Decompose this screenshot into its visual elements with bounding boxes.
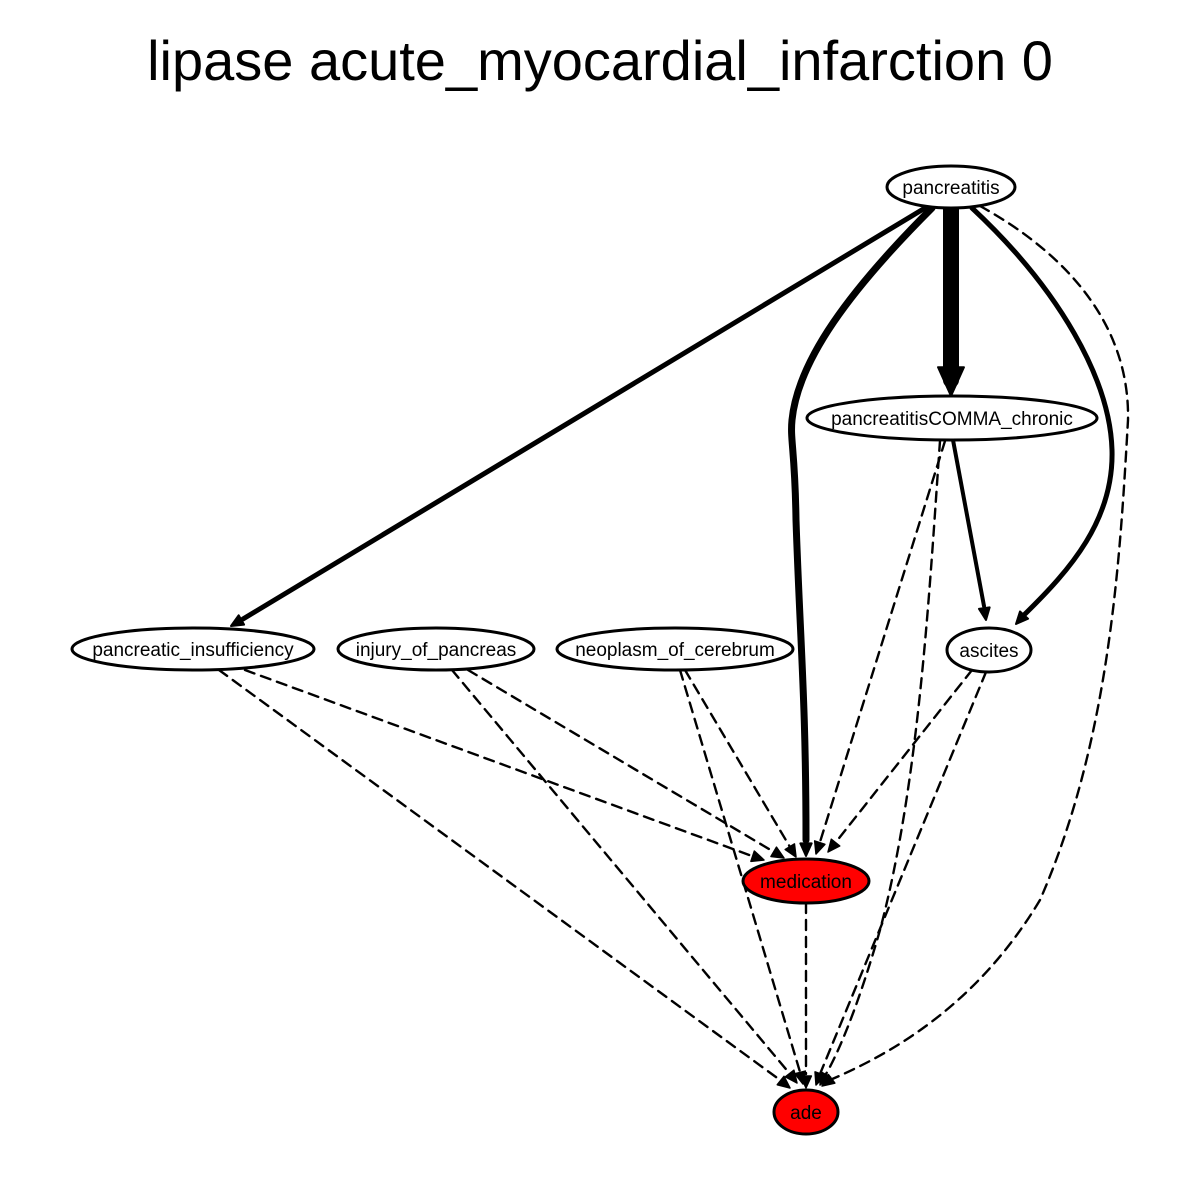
edge-ascites-to-ade [814, 670, 988, 1086]
node-label: pancreatic_insufficiency [92, 640, 294, 661]
edge-line [818, 439, 947, 844]
edges-layer [217, 200, 1130, 1089]
edge-line [788, 204, 936, 844]
node-label: neoplasm_of_cerebrum [575, 640, 775, 661]
edge-line [969, 205, 1115, 617]
edge-ascites-to-medication [827, 668, 974, 853]
node-medication: medication [741, 857, 871, 905]
nodes-layer: pancreatitis pancreatitisCOMMA_chronicpan… [70, 164, 1099, 1136]
node-label: pancreatitis [902, 178, 999, 199]
node-label: medication [760, 872, 852, 893]
edge-arrowhead [776, 1075, 791, 1089]
edge-pancreatic-insufficiency-to-ade [217, 668, 791, 1089]
edge-line [834, 668, 974, 844]
edge-line [240, 205, 928, 622]
node-label: injury_of_pancreas [356, 640, 517, 661]
node-ellipse [741, 857, 871, 905]
edge-line [824, 439, 942, 1076]
graph-title: lipase acute_myocardial_infarction 0 [147, 29, 1053, 92]
node-injury-of-pancreas: injury_of_pancreas [336, 626, 536, 672]
node-pancreatic-insufficiency: pancreatic_insufficiency [70, 626, 316, 672]
node-label: ascites [959, 641, 1018, 662]
edge-arrowhead [750, 850, 765, 863]
edge-line [450, 668, 792, 1076]
edge-line [243, 668, 754, 858]
edge-arrowhead [784, 1069, 798, 1084]
edge-pancreatitis-to-medication [788, 204, 936, 857]
edge-arrowhead [814, 1071, 826, 1086]
node-ellipse [945, 626, 1033, 674]
node-label: pancreatitisCOMMA_chronic [831, 409, 1073, 430]
node-ellipse [336, 626, 536, 672]
edge-pancreatic-insufficiency-to-medication [243, 668, 765, 863]
edge-arrowhead [230, 614, 246, 627]
edge-medication-to-ade [799, 901, 813, 1089]
node-ascites: ascites [945, 626, 1033, 674]
node-ellipse [555, 626, 795, 672]
node-ellipse [885, 164, 1017, 210]
edge-arrowhead [799, 1075, 813, 1089]
edge-pancreatitis-chronic-to-ascites [951, 438, 991, 621]
edge-line [466, 668, 776, 854]
edge-arrowhead [799, 842, 813, 857]
node-ellipse [805, 394, 1099, 442]
node-pancreatitis: pancreatitis [885, 164, 1017, 210]
edge-line [683, 668, 792, 849]
edge-line [828, 204, 1130, 1082]
node-neoplasm-of-cerebrum: neoplasm_of_cerebrum [555, 626, 795, 672]
edge-arrowhead [784, 843, 797, 858]
edge-pancreatitis-to-pancreatitis-chronic [937, 200, 965, 397]
edge-neoplasm-of-cerebrum-to-medication [683, 668, 797, 858]
edge-pancreatitis-chronic-to-ade [819, 439, 942, 1086]
edge-line [951, 438, 986, 608]
edge-arrowhead [937, 366, 965, 397]
edge-arrowhead [1015, 610, 1030, 625]
edge-line [818, 670, 988, 1076]
edge-injury-of-pancreas-to-medication [466, 668, 785, 859]
edge-pancreatitis-chronic-to-medication [813, 439, 947, 855]
node-ellipse [772, 1088, 840, 1136]
edge-injury-of-pancreas-to-ade [450, 668, 798, 1084]
node-label: ade [790, 1103, 822, 1124]
node-ellipse [70, 626, 316, 672]
edge-line [217, 668, 782, 1082]
edge-line [678, 668, 802, 1074]
edge-arrowhead [977, 606, 991, 621]
edge-arrowhead [813, 840, 826, 855]
edge-pancreatitis-to-ascites [969, 205, 1115, 625]
edge-pancreatitis-to-pancreatic-insufficiency [230, 205, 928, 627]
node-pancreatitis-chronic: pancreatitisCOMMA_chronic [805, 394, 1099, 442]
edge-arrowhead [770, 846, 785, 859]
node-ade: ade [772, 1088, 840, 1136]
edge-arrowhead [827, 838, 841, 853]
